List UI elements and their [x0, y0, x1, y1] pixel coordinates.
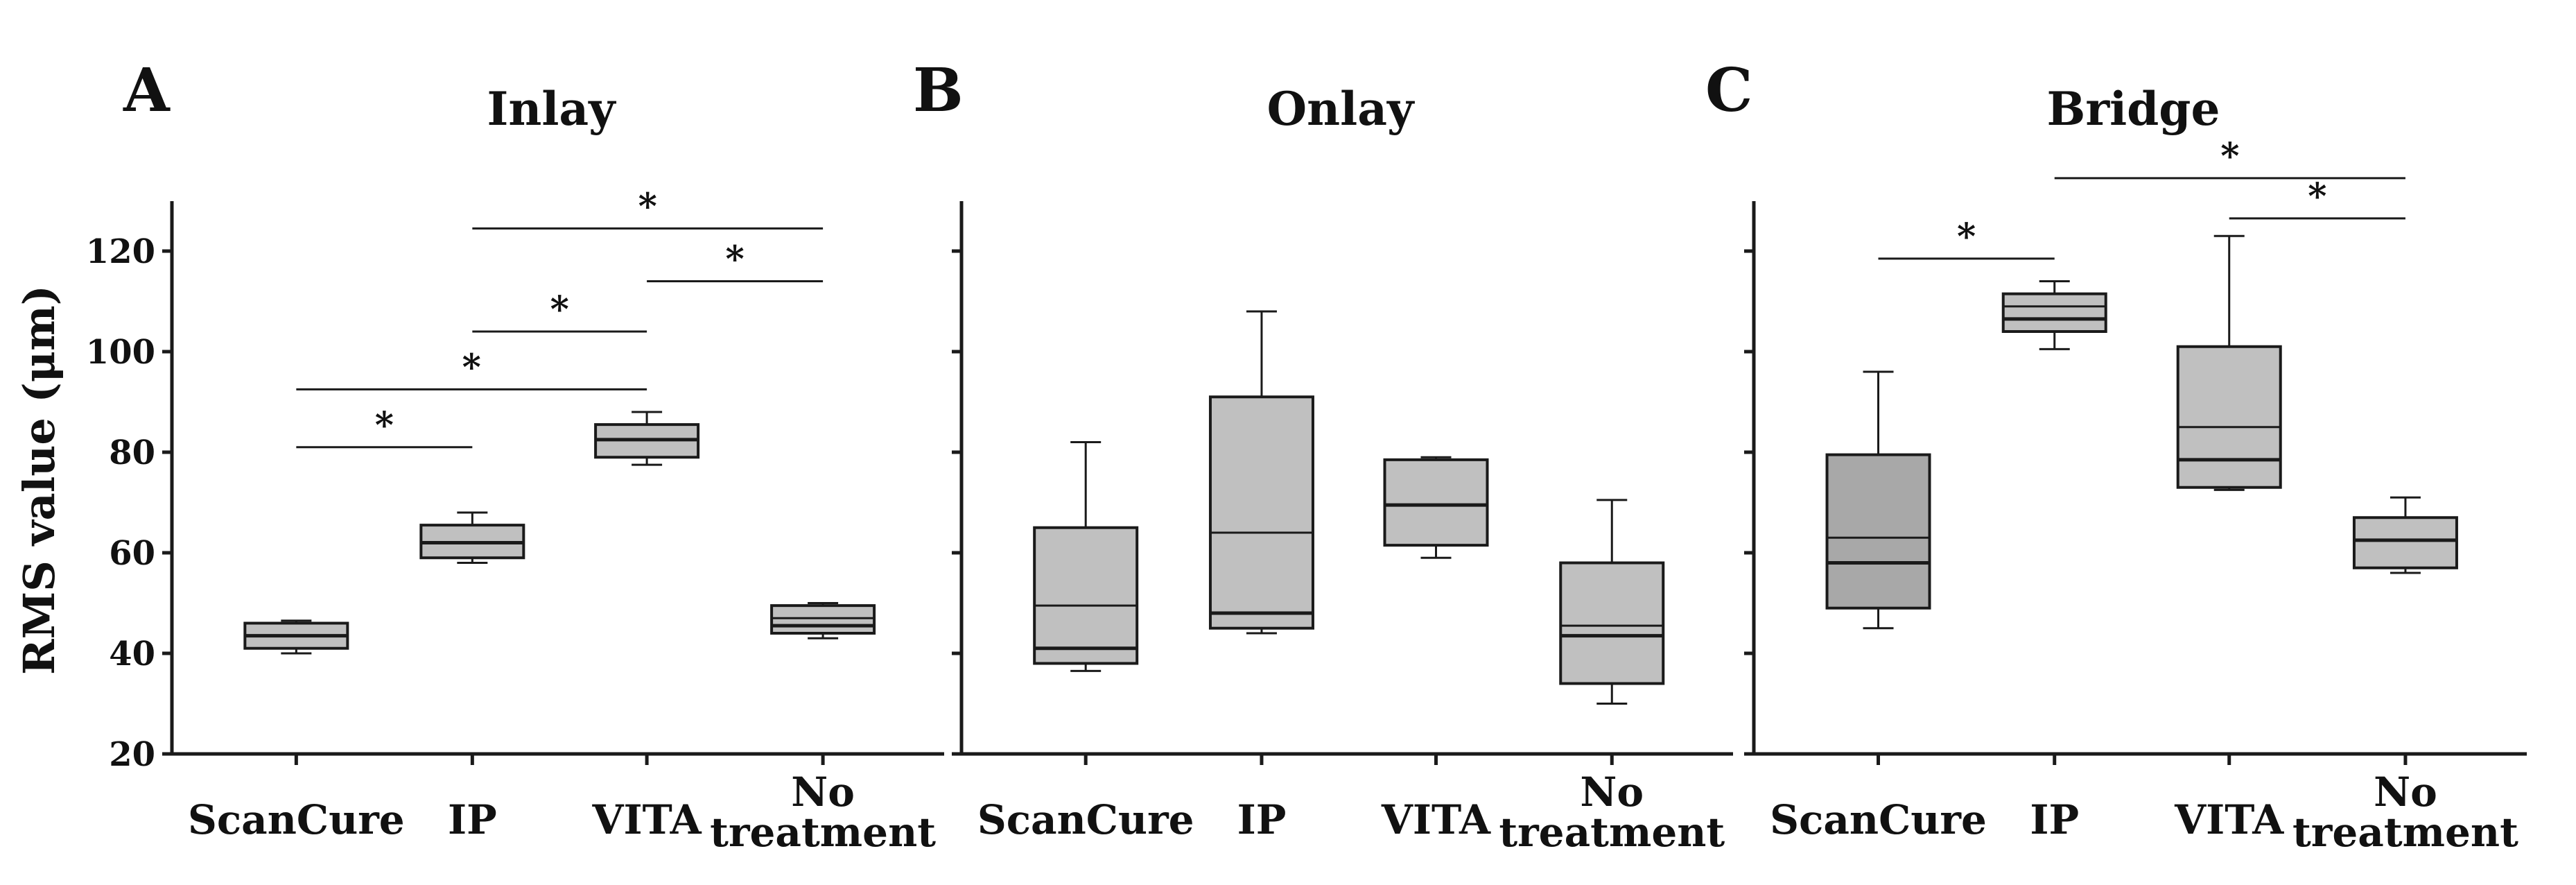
significance-star: *: [462, 346, 481, 388]
box-body: [1208, 395, 1314, 630]
significance-star: *: [726, 239, 745, 281]
box-vita: [2176, 234, 2282, 491]
significance-star: *: [550, 289, 569, 331]
panel-title: Inlay: [487, 82, 616, 136]
box-body: [2001, 292, 2107, 333]
significance-star: *: [1957, 216, 1976, 258]
box-body: [2352, 516, 2458, 569]
y-tick-label: 80: [109, 433, 155, 472]
box-body: [1559, 561, 1665, 685]
x-tick-label: No treatment: [2292, 768, 2518, 856]
significance-star: *: [2308, 175, 2326, 218]
box-body: [770, 604, 876, 635]
significance-star: *: [638, 185, 657, 227]
panel-letter: A: [123, 55, 171, 126]
x-tick-label: ScanCure: [977, 796, 1194, 843]
x-tick-label: IP: [2030, 796, 2079, 843]
significance-star: *: [375, 404, 394, 447]
box-vita: [1383, 456, 1489, 559]
box-ip: [1208, 310, 1314, 635]
x-tick-label: VITA: [592, 796, 702, 843]
box-body: [1383, 458, 1489, 547]
y-tick-label: 120: [86, 232, 155, 271]
box-scancure: [1033, 441, 1139, 672]
panel-title: Bridge: [2047, 82, 2220, 136]
y-axis-label: RMS value (μm): [14, 285, 64, 675]
x-tick-label: VITA: [2174, 796, 2284, 843]
significance-star: *: [2220, 135, 2239, 178]
y-tick-label: 20: [109, 735, 155, 774]
y-tick-label: 100: [86, 333, 155, 372]
box-body: [2176, 345, 2282, 489]
box-scancure: [243, 619, 349, 655]
y-tick-label: 60: [109, 534, 155, 573]
y-tick-label: 40: [109, 635, 155, 673]
x-tick-label: No treatment: [710, 768, 936, 856]
box-ip: [419, 511, 525, 564]
box-body: [1825, 453, 1931, 610]
x-tick-label: No treatment: [1499, 768, 1725, 856]
box-scancure: [1825, 370, 1931, 630]
panel-title: Onlay: [1267, 82, 1415, 136]
box-no-treatment: [770, 602, 876, 639]
box-body: [1033, 526, 1139, 665]
panel-letter: B: [913, 55, 964, 126]
x-tick-label: VITA: [1381, 796, 1491, 843]
panel-letter: C: [1705, 55, 1752, 126]
box-no-treatment: [2352, 496, 2458, 574]
box-vita: [594, 411, 700, 466]
box-no-treatment: [1559, 499, 1665, 705]
x-tick-label: ScanCure: [1770, 796, 1987, 843]
x-tick-label: ScanCure: [188, 796, 405, 843]
x-tick-label: IP: [448, 796, 497, 843]
x-tick-label: IP: [1237, 796, 1287, 843]
box-ip: [2001, 280, 2107, 350]
